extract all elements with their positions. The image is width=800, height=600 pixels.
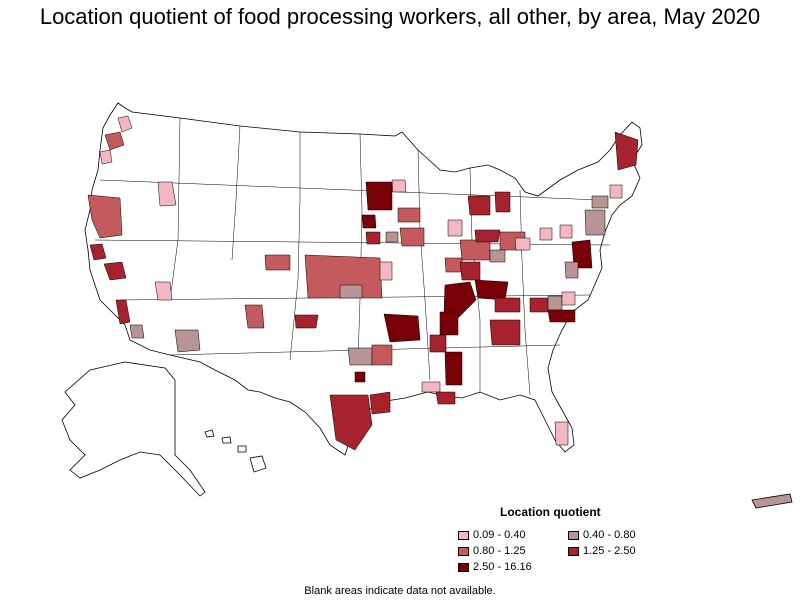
legend-label: 0.80 - 1.25 (473, 545, 526, 557)
legend-label: 0.09 - 0.40 (473, 529, 526, 541)
legend-swatch (568, 530, 579, 540)
shaded-areas (87, 115, 639, 451)
data-note: Blank areas indicate data not available. (304, 585, 496, 597)
legend-title: Location quotient (500, 505, 601, 519)
legend-label: 0.40 - 0.80 (583, 529, 636, 541)
alaska-outline (61, 361, 206, 497)
legend-swatch (458, 546, 469, 556)
legend-item: 0.09 - 0.40 (458, 529, 526, 541)
legend-swatch (458, 530, 469, 540)
legend-item: 0.40 - 0.80 (568, 529, 636, 541)
puerto-rico-shaded (751, 493, 793, 509)
legend-swatch (568, 546, 579, 556)
legend-label: 2.50 - 16.16 (473, 561, 532, 573)
legend-item: 1.25 - 2.50 (568, 545, 636, 557)
legend-item: 0.80 - 1.25 (458, 545, 526, 557)
legend-label: 1.25 - 2.50 (583, 545, 636, 557)
map-title: Location quotient of food processing wor… (39, 4, 761, 29)
legend-swatch (458, 562, 469, 572)
hawaii-islands (204, 429, 267, 473)
legend-item: 2.50 - 16.16 (458, 561, 532, 573)
